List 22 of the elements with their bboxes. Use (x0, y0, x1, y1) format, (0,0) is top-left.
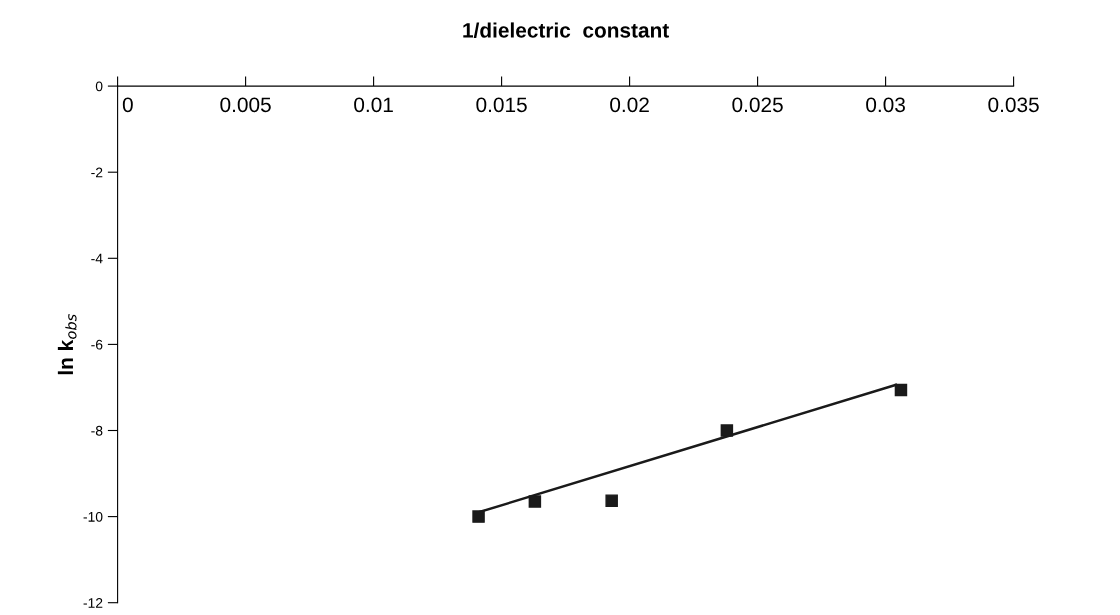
point (720, 424, 734, 437)
x-axis-title: 1/dielectric constant (463, 22, 669, 38)
point (894, 383, 908, 397)
point (605, 494, 618, 507)
x-tick-label: 0 (122, 97, 133, 113)
y-tick-label: -6 (91, 339, 103, 350)
y-tick-label: -4 (91, 253, 103, 264)
x-tick-label: 0.02 (610, 97, 649, 113)
y-tick-label: -2 (91, 167, 103, 178)
x-tick-label: 0.005 (220, 97, 271, 113)
x-tick-label: 0.025 (732, 97, 783, 113)
point (528, 495, 542, 508)
y-tick-label: 0 (95, 81, 103, 92)
x-tick-label: 0.035 (988, 97, 1039, 113)
point (472, 510, 485, 523)
y-axis-title: ln k$_{obs}$ (57, 314, 77, 375)
x-tick-label: 0.03 (866, 97, 905, 113)
y-tick-label: -10 (83, 511, 103, 522)
y-tick-label: -12 (83, 598, 103, 608)
x-tick-label: 0.01 (354, 97, 393, 113)
x-tick-label: 0.015 (476, 97, 527, 113)
y-tick-label: -8 (91, 425, 103, 436)
